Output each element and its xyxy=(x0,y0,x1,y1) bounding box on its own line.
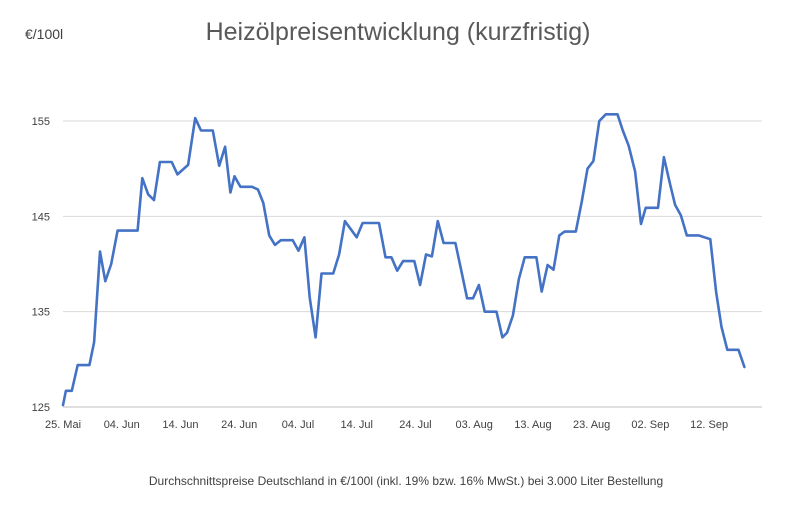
y-tick-labels: 125 135 145 155 xyxy=(32,116,50,414)
gridlines xyxy=(63,120,762,313)
y-tick-label: 155 xyxy=(32,116,50,128)
x-tick-label: 12. Sep xyxy=(690,419,728,431)
x-tick-label: 03. Aug xyxy=(456,419,493,431)
y-tick-label: 145 xyxy=(32,211,50,223)
x-tick-labels: 25. Mai 04. Jun 14. Jun 24. Jun 04. Jul 14. J… xyxy=(45,419,728,431)
y-tick-label: 135 xyxy=(32,307,50,319)
series-line-0 xyxy=(61,113,746,407)
x-tick-label: 13. Aug xyxy=(514,419,551,431)
chart-footnote: Durchschnittspreise Deutschland in €/100… xyxy=(149,474,663,488)
x-tick-label: 02. Sep xyxy=(631,419,669,431)
x-tick-label: 25. Mai xyxy=(45,419,81,431)
x-tick-label: 14. Jun xyxy=(162,419,198,431)
chart-title: Heizölpreisentwicklung (kurzfristig) xyxy=(206,18,591,46)
y-axis-unit-label: €/100l xyxy=(25,26,63,42)
x-tick-label: 04. Jul xyxy=(282,419,314,431)
x-tick-label: 24. Jun xyxy=(221,419,257,431)
x-tick-label: 04. Jun xyxy=(104,419,140,431)
x-tick-label: 23. Aug xyxy=(573,419,610,431)
series-group xyxy=(61,113,746,407)
y-tick-label: 125 xyxy=(32,402,50,414)
x-tick-label: 14. Jul xyxy=(340,419,372,431)
x-tick-label: 24. Jul xyxy=(399,419,431,431)
